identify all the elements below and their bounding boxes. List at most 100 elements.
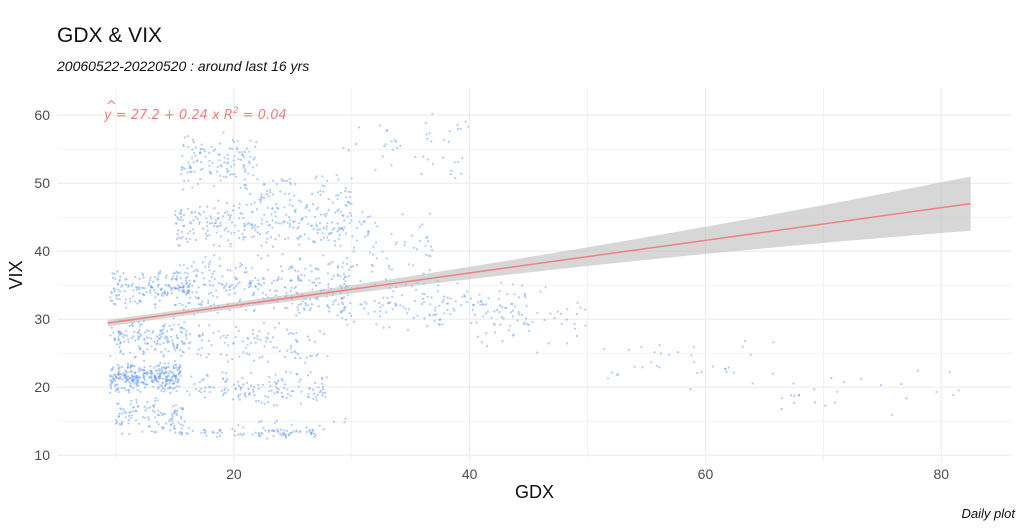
data-point — [109, 391, 112, 394]
data-point — [160, 288, 163, 292]
data-point — [487, 297, 490, 300]
data-point — [334, 244, 337, 247]
data-point — [205, 356, 208, 359]
data-point — [201, 261, 204, 264]
data-point — [315, 225, 319, 228]
data-point — [315, 354, 318, 357]
data-point — [244, 346, 247, 349]
data-point — [346, 294, 350, 297]
data-point — [197, 324, 201, 327]
data-point — [260, 401, 263, 404]
data-point — [269, 340, 272, 343]
data-point — [322, 190, 325, 193]
data-point — [211, 431, 214, 434]
data-point — [394, 243, 397, 246]
data-point — [156, 277, 159, 280]
data-point — [294, 351, 297, 354]
data-point — [282, 386, 286, 389]
data-point — [234, 292, 237, 295]
data-point — [216, 435, 219, 438]
data-point — [297, 303, 300, 307]
data-point — [180, 212, 183, 215]
data-point — [135, 384, 138, 387]
data-point — [404, 307, 407, 310]
data-point — [465, 300, 468, 304]
data-point — [252, 390, 255, 393]
data-point — [178, 289, 181, 292]
data-point — [348, 312, 351, 315]
data-point — [135, 398, 138, 401]
data-point — [162, 354, 165, 357]
data-point — [282, 220, 285, 223]
data-point — [273, 326, 277, 329]
data-point — [135, 401, 138, 404]
data-point — [205, 217, 208, 220]
data-point — [179, 218, 182, 222]
data-point — [208, 164, 211, 167]
data-point — [294, 430, 297, 433]
data-point — [326, 272, 330, 275]
data-point — [406, 328, 410, 331]
data-point — [249, 341, 252, 344]
data-point — [208, 151, 211, 154]
data-point — [299, 235, 302, 238]
data-point — [134, 380, 137, 383]
data-point — [357, 126, 361, 129]
data-point — [332, 300, 335, 303]
data-point — [259, 201, 262, 204]
data-point — [476, 335, 480, 338]
data-point — [200, 143, 203, 146]
data-point — [293, 194, 296, 197]
data-point — [239, 186, 242, 189]
data-point — [264, 395, 267, 398]
data-point — [181, 350, 184, 353]
data-point — [234, 224, 237, 227]
data-point — [256, 178, 259, 181]
data-point — [185, 282, 188, 285]
data-point — [275, 346, 278, 349]
data-point — [428, 212, 431, 215]
data-point — [177, 236, 180, 239]
data-point — [220, 389, 223, 392]
data-point — [221, 377, 225, 380]
data-point — [486, 345, 489, 348]
data-point — [276, 390, 279, 393]
data-point — [228, 288, 231, 291]
data-point — [378, 301, 381, 305]
data-point — [611, 371, 614, 374]
data-point — [131, 325, 135, 328]
data-point — [182, 286, 185, 289]
data-point — [308, 429, 311, 432]
data-point — [170, 328, 173, 331]
data-point — [274, 211, 277, 214]
data-point — [186, 272, 189, 275]
data-point — [165, 294, 169, 297]
data-point — [220, 165, 223, 168]
data-point — [279, 265, 283, 268]
data-point — [138, 277, 141, 280]
data-point — [203, 277, 206, 280]
data-point — [237, 424, 240, 427]
data-point — [137, 370, 140, 373]
data-point — [252, 388, 255, 391]
data-point — [343, 306, 346, 309]
data-point — [150, 286, 153, 289]
data-point — [449, 313, 452, 316]
data-point — [424, 244, 427, 247]
data-point — [219, 264, 222, 267]
data-point — [275, 419, 278, 423]
data-point — [144, 409, 147, 412]
data-point — [343, 283, 346, 286]
data-point — [171, 387, 174, 390]
data-point — [298, 199, 301, 202]
data-point — [223, 229, 226, 232]
data-point — [178, 370, 181, 373]
data-point — [379, 306, 382, 309]
data-point — [111, 375, 115, 378]
data-point — [241, 232, 244, 235]
data-point — [296, 306, 299, 309]
data-point — [370, 264, 374, 267]
data-point — [212, 331, 215, 334]
data-point — [261, 355, 264, 358]
data-point — [150, 376, 153, 379]
